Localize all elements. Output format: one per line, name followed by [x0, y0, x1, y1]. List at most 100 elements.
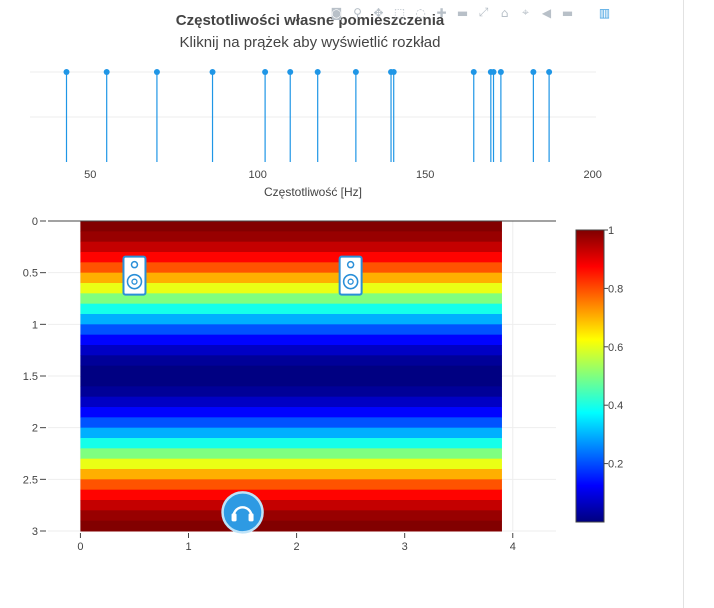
- heatmap-cell[interactable]: [80, 479, 502, 491]
- y-tick-label: 1.5: [23, 371, 38, 383]
- y-tick-label: 1: [32, 319, 38, 331]
- zoom-in-icon[interactable]: ✚: [436, 5, 447, 20]
- heatmap-cell[interactable]: [80, 314, 502, 325]
- heatmap-cell[interactable]: [80, 241, 502, 253]
- heatmap-cell[interactable]: [80, 376, 502, 387]
- heatmap-cell[interactable]: [80, 396, 502, 408]
- heatmap-cell[interactable]: [80, 252, 502, 263]
- speaker-tweeter: [130, 260, 139, 269]
- heatmap-cell[interactable]: [80, 293, 502, 305]
- page-scrollbar[interactable]: [683, 0, 684, 608]
- speaker-woofer: [126, 273, 143, 290]
- heatmap-cell[interactable]: [80, 520, 502, 532]
- colorbar: 0.2 0.4 0.6 0.8 1: [575, 225, 623, 523]
- heatmap-cell[interactable]: [80, 272, 502, 284]
- frequency-stem-marker[interactable]: [390, 69, 397, 75]
- x-tick-label: 0: [77, 541, 83, 553]
- stem-x-tick-label: 100: [249, 169, 267, 181]
- heatmap-cell[interactable]: [80, 417, 502, 429]
- frequency-stem-marker[interactable]: [490, 69, 497, 75]
- y-tick-label: 2.5: [23, 474, 38, 486]
- colorbar-tick-label: 0.4: [608, 400, 623, 412]
- frequency-stem-marker[interactable]: [314, 69, 321, 75]
- x-tick-label: 4: [510, 541, 516, 553]
- heatmap-cell[interactable]: [80, 407, 502, 418]
- chart-subtitle: Kliknij na prążek aby wyświetlić rozkład: [179, 34, 441, 51]
- modebar: ◙ ⚲ ✥ ⬚ ◌ ✚ ▬ ⤢ ⌂ ⌖ ◀ ▬ ▥: [328, 4, 613, 22]
- colorbar-tick-label: 1: [608, 225, 614, 237]
- hover-compare-icon[interactable]: ▬: [561, 5, 574, 20]
- stem-x-tick-label: 200: [583, 169, 601, 181]
- heatmap-cell[interactable]: [80, 489, 502, 501]
- heatmap-cell[interactable]: [80, 365, 502, 377]
- frequency-stem-marker[interactable]: [530, 69, 537, 75]
- x-tick-label: 2: [294, 541, 300, 553]
- frequency-stem-marker[interactable]: [63, 69, 70, 75]
- y-tick-label: 0.5: [23, 268, 38, 280]
- speaker-woofer-center: [131, 278, 138, 285]
- y-tick-label: 3: [32, 526, 38, 538]
- frequency-stem-marker[interactable]: [352, 69, 359, 75]
- speaker-tweeter: [346, 260, 355, 269]
- zoom-icon[interactable]: ⚲: [353, 5, 362, 20]
- heatmap-cell[interactable]: [80, 427, 502, 439]
- heatmap-cell[interactable]: [80, 221, 502, 232]
- colorbar-tick-label: 0.2: [608, 459, 623, 471]
- heatmap-cell[interactable]: [80, 262, 502, 274]
- heatmap-cell[interactable]: [80, 500, 502, 511]
- frequency-stem-marker[interactable]: [103, 69, 110, 75]
- frequency-stem-marker[interactable]: [470, 69, 477, 75]
- heatmap-cell[interactable]: [80, 334, 502, 346]
- pan-icon[interactable]: ✥: [373, 5, 384, 20]
- listener-headphones-icon[interactable]: [221, 491, 264, 534]
- heatmap-cell[interactable]: [80, 510, 502, 522]
- heatmap-cell[interactable]: [80, 231, 502, 243]
- colorbar-gradient: [575, 229, 605, 523]
- heatmap-cell[interactable]: [80, 345, 502, 356]
- frequency-stem-marker[interactable]: [153, 69, 160, 75]
- heatmap-cell[interactable]: [80, 355, 502, 367]
- heatmap-cell[interactable]: [80, 438, 502, 449]
- frequency-stem-marker[interactable]: [287, 69, 294, 75]
- x-tick-label: 1: [185, 541, 191, 553]
- lasso-icon[interactable]: ◌: [415, 5, 426, 20]
- hover-closest-icon[interactable]: ◀: [541, 5, 552, 20]
- y-tick-label: 2: [32, 423, 38, 435]
- x-tick-label: 3: [402, 541, 408, 553]
- spike-lines-icon[interactable]: ⌖: [522, 5, 529, 19]
- speaker-woofer: [342, 273, 359, 290]
- stem-x-axis-label: Częstotliwość [Hz]: [264, 185, 362, 199]
- box-select-icon[interactable]: ⬚: [393, 5, 406, 20]
- stem-x-tick-label: 150: [416, 169, 434, 181]
- heatmap-cell[interactable]: [80, 386, 502, 398]
- speaker-woofer-center: [347, 278, 354, 285]
- headphones-right-cup: [248, 513, 254, 522]
- zoom-out-icon[interactable]: ▬: [456, 5, 469, 20]
- heatmap-cell[interactable]: [80, 448, 502, 460]
- frequency-stem-marker[interactable]: [546, 69, 553, 75]
- frequency-stem-marker[interactable]: [262, 69, 269, 75]
- frequency-stem-marker[interactable]: [497, 69, 504, 75]
- autoscale-icon[interactable]: ⤢: [478, 5, 489, 19]
- heatmap-cell[interactable]: [80, 324, 502, 336]
- camera-icon[interactable]: ◙: [330, 5, 343, 20]
- heatmap-cell[interactable]: [80, 283, 502, 294]
- speaker-icon[interactable]: [338, 255, 363, 296]
- stem-x-tick-label: 50: [84, 169, 96, 181]
- heatmap-plot: 0 0.5 1 1.5 2 2.5 3 0 1 2 3 4: [23, 216, 556, 553]
- colorbar-tick-label: 0.6: [608, 342, 623, 354]
- plotly-logo-icon[interactable]: ▥: [598, 5, 611, 20]
- y-tick-label: 0: [32, 216, 38, 228]
- heatmap-cell[interactable]: [80, 458, 502, 470]
- reset-axes-icon[interactable]: ⌂: [500, 5, 509, 20]
- speaker-icon[interactable]: [122, 255, 147, 296]
- heatmap-cell[interactable]: [80, 303, 502, 315]
- frequency-stem-marker[interactable]: [209, 69, 216, 75]
- stem-plot: 50 100 150 200 Częstotliwość [Hz]: [30, 69, 602, 199]
- headphones-band: [232, 506, 253, 517]
- heatmap-cell[interactable]: [80, 469, 502, 480]
- chart-title: Częstotliwości własne pomieszczenia: [175, 12, 445, 29]
- headphones-left-cup: [231, 513, 237, 522]
